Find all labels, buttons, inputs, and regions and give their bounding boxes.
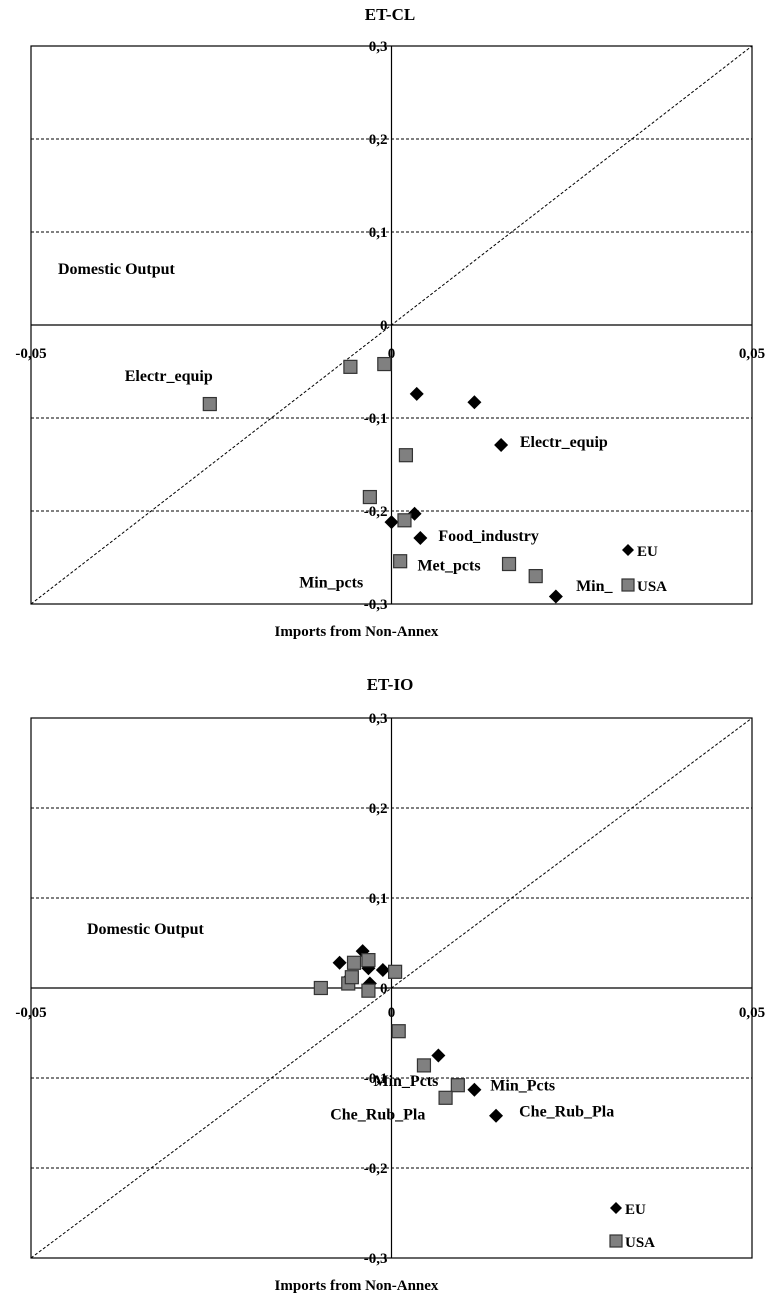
data-point-usa xyxy=(391,1024,406,1039)
y-tick-label: 0,2 xyxy=(369,801,388,817)
legend-marker-usa xyxy=(621,578,635,592)
data-point-usa xyxy=(361,983,376,998)
series-eu xyxy=(313,944,504,1123)
data-point-eu xyxy=(467,395,482,410)
data-point-eu xyxy=(494,437,509,452)
x-axis-label: Imports from Non-Annex xyxy=(275,1278,439,1294)
data-point-eu xyxy=(548,589,563,604)
data-point-eu xyxy=(375,963,390,977)
diagonal-line xyxy=(30,717,753,1259)
y-tick-label: -0,2 xyxy=(364,504,388,520)
x-tick-label: -0,05 xyxy=(15,1005,46,1021)
chart-1: ET-IO 0,3 0,2 0,1 0 -0,1 -0,2 -0,3 -0,05 0 0,05 Imp… xyxy=(15,675,765,1294)
data-point-usa xyxy=(438,1090,453,1105)
data-point-usa xyxy=(528,568,543,584)
legend-marker-eu xyxy=(610,1202,622,1214)
legend-label: USA xyxy=(625,1235,655,1251)
x-axis-label: Imports from Non-Annex xyxy=(275,624,439,640)
y-tick-label: -0,3 xyxy=(364,1251,388,1267)
data-point-eu xyxy=(413,530,428,545)
point-annotation: Electr_equip xyxy=(125,368,213,385)
y-tick-label: -0,1 xyxy=(364,1071,388,1087)
y-tick-label: 0,1 xyxy=(369,225,388,241)
legend: EU USA xyxy=(609,1202,655,1251)
data-point-usa xyxy=(343,359,358,374)
y-tick-label: 0 xyxy=(380,981,388,997)
series-eu xyxy=(384,386,563,604)
data-point-usa xyxy=(313,980,328,996)
data-point-usa xyxy=(397,513,412,528)
x-tick-label: 0,05 xyxy=(739,1005,765,1021)
point-annotation: Min_pcts xyxy=(299,574,363,591)
x-tick-label: 0,05 xyxy=(739,346,765,362)
point-annotation: Min_ xyxy=(576,578,613,595)
point-annotation: Che_Rub_Pla xyxy=(330,1106,425,1123)
data-point-usa xyxy=(202,396,217,412)
series-usa xyxy=(313,952,465,1105)
y-tick-label: -0,3 xyxy=(364,597,388,613)
y-tick-label: 0 xyxy=(380,318,388,334)
x-tick-label: 0 xyxy=(388,346,396,362)
y-tick-label: 0,3 xyxy=(369,39,388,55)
data-point-usa xyxy=(362,489,377,505)
chart-0: ET-CL 0,3 0,2 0,1 0 -0,1 -0,2 -0,3 -0,05 0 0,05 Imp… xyxy=(15,5,765,640)
data-point-eu xyxy=(467,1082,482,1097)
y-tick-label: 0,2 xyxy=(369,132,388,148)
legend-label: EU xyxy=(625,1202,646,1218)
data-point-usa xyxy=(501,556,517,572)
data-point-usa xyxy=(388,964,403,979)
legend-label: EU xyxy=(637,544,658,560)
point-annotation: Che_Rub_Pla xyxy=(519,1104,614,1121)
data-point-usa xyxy=(377,356,392,372)
data-point-usa xyxy=(416,1058,432,1073)
data-point-usa xyxy=(393,554,408,569)
x-tick-label: -0,05 xyxy=(15,346,46,362)
y-tick-label: -0,2 xyxy=(364,1161,388,1177)
x-tick-label: 0 xyxy=(388,1005,396,1021)
point-annotation: Min_Pcts xyxy=(490,1078,555,1095)
point-annotation: Met_pcts xyxy=(417,558,480,575)
data-point-usa xyxy=(361,952,376,968)
data-point-eu xyxy=(489,1108,504,1123)
legend-label: USA xyxy=(637,579,667,595)
data-point-usa xyxy=(346,955,362,970)
legend-marker-usa xyxy=(609,1234,623,1248)
data-point-eu xyxy=(409,386,424,401)
data-point-usa xyxy=(450,1078,465,1093)
point-annotation: Food_industry xyxy=(438,528,538,545)
region-label: Domestic Output xyxy=(87,921,205,938)
region-label: Domestic Output xyxy=(58,261,176,278)
data-point-usa xyxy=(398,448,414,463)
y-tick-label: 0,1 xyxy=(369,891,388,907)
legend: EU USA xyxy=(621,544,667,595)
y-tick-label: -0,1 xyxy=(364,411,388,427)
data-point-eu xyxy=(431,1048,446,1063)
series-usa xyxy=(202,356,543,584)
y-tick-label: 0,3 xyxy=(369,711,388,727)
chart-title: ET-CL xyxy=(365,5,415,24)
chart-title: ET-IO xyxy=(367,675,414,694)
diagonal-line xyxy=(30,45,753,605)
legend-marker-eu xyxy=(622,544,634,556)
data-point-eu xyxy=(332,955,347,970)
point-annotation: Min_Pcts xyxy=(373,1073,438,1090)
data-point-eu xyxy=(384,515,399,530)
data-point-usa xyxy=(344,970,359,985)
point-annotation: Electr_equip xyxy=(520,434,608,451)
